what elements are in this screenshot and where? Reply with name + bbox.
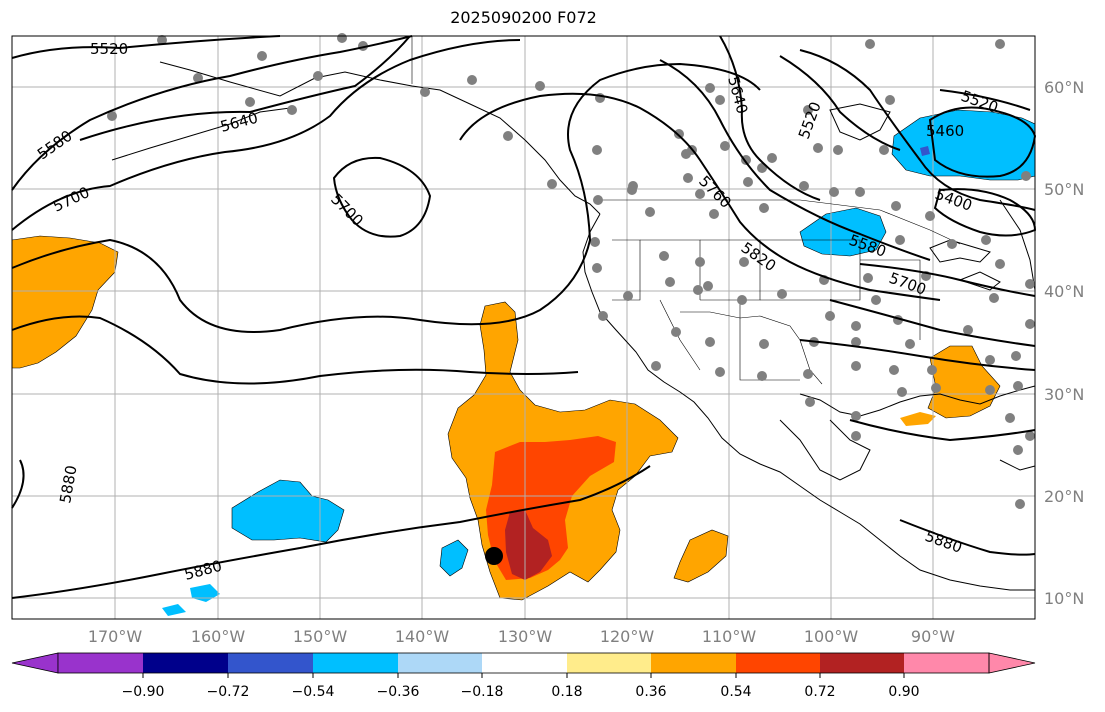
colorbar-tick-label: 0.18 — [551, 684, 582, 700]
colorbar-segment — [58, 653, 143, 673]
contour-5820-east — [459, 92, 941, 301]
contour-5820-loop — [11, 315, 579, 385]
contour-5700-north — [11, 39, 521, 231]
colorbar-tick-label: −0.54 — [292, 684, 335, 700]
gulf-coast — [799, 385, 1036, 417]
lat-label: 30°N — [1044, 385, 1084, 404]
colorbar-segment — [736, 653, 820, 673]
contour-5520-east — [939, 89, 1031, 111]
colorbar-tick-label: −0.90 — [122, 684, 165, 700]
positive-anomaly-west — [11, 235, 119, 369]
hudson-bay — [829, 103, 891, 141]
lat-label: 50°N — [1044, 180, 1084, 199]
colorbar-segment — [904, 653, 989, 673]
positive-anomaly-east — [673, 529, 729, 583]
colorbar-segment — [143, 653, 228, 673]
figure-title: 2025090200 F072 — [450, 8, 597, 27]
peak-positive-anomaly — [505, 510, 552, 580]
lon-label: 100°W — [804, 627, 859, 646]
lon-label: 170°W — [88, 627, 143, 646]
colorbar-segment — [313, 653, 398, 673]
colorbar-tick-label: −0.18 — [461, 684, 504, 700]
gridlines — [12, 36, 1035, 619]
latitude-labels: 60°N 50°N 40°N 30°N 20°N 10°N — [1044, 78, 1084, 608]
contour-5520-ne — [779, 55, 901, 151]
contour-5700-closed — [332, 156, 432, 238]
lat-label: 40°N — [1044, 282, 1084, 301]
colorbar-segment — [228, 653, 313, 673]
us-west-coast — [582, 213, 1035, 591]
colorbar-segment — [820, 653, 904, 673]
map-panel: 5520 5640 5580 5700 5700 5880 5880 5640 … — [11, 33, 1037, 620]
contour-5700-ne — [659, 59, 931, 261]
colorbar-segment — [651, 653, 736, 673]
contour-5520-nw — [11, 35, 281, 59]
anomaly-shading — [11, 109, 1036, 616]
negative-anomaly-small — [439, 539, 469, 577]
positive-anomaly-gulf — [927, 345, 1001, 419]
contour-label: 5520 — [90, 40, 128, 58]
colorbar-tick-label: −0.36 — [377, 684, 420, 700]
lon-label: 90°W — [911, 627, 955, 646]
lat-label: 60°N — [1044, 78, 1084, 97]
longitude-labels: 170°W 160°W 150°W 140°W 130°W 120°W 110°… — [88, 627, 955, 646]
contour-5640-nw — [79, 35, 411, 141]
east-coast — [999, 199, 1036, 291]
colorbar-segment — [398, 653, 482, 673]
colorbar-ticks — [142, 673, 905, 678]
contour-5880 — [11, 459, 25, 509]
colorbar-tick-label: 0.36 — [635, 684, 666, 700]
storm-marker — [485, 547, 503, 565]
colorbar-segment — [482, 653, 567, 673]
contour-5580-ne — [799, 49, 1036, 211]
colorbar-max-extend — [988, 652, 1036, 674]
colorbar-tick-label: −0.72 — [207, 684, 250, 700]
colorbar-min-extend — [11, 652, 59, 674]
lon-label: 130°W — [498, 627, 553, 646]
colorbar: −0.90 −0.72 −0.54 −0.36 −0.18 0.18 0.36 … — [11, 652, 1036, 700]
contour-label: 5460 — [926, 122, 964, 140]
contour-5880-se — [899, 519, 1036, 556]
colorbar-segment — [567, 653, 651, 673]
lon-label: 110°W — [702, 627, 757, 646]
coastlines — [111, 61, 1036, 591]
alaska-coast — [159, 61, 601, 215]
contour-5640-ne — [719, 35, 821, 201]
colorbar-tick-label: 0.72 — [804, 684, 835, 700]
lon-label: 160°W — [191, 627, 246, 646]
contour-5760-jet — [11, 62, 761, 333]
lon-label: 150°W — [293, 627, 348, 646]
contour-5580 — [11, 35, 413, 191]
borders — [411, 36, 961, 385]
lat-label: 10°N — [1044, 589, 1084, 608]
contour-5880-south — [11, 465, 651, 599]
colorbar-tick-label: 0.90 — [888, 684, 919, 700]
mexico-coast — [779, 419, 871, 481]
lat-label: 20°N — [1044, 487, 1084, 506]
lon-label: 120°W — [600, 627, 655, 646]
colorbar-tick-label: 0.54 — [720, 684, 751, 700]
lon-label: 140°W — [395, 627, 450, 646]
negative-anomaly-plains — [799, 207, 887, 257]
